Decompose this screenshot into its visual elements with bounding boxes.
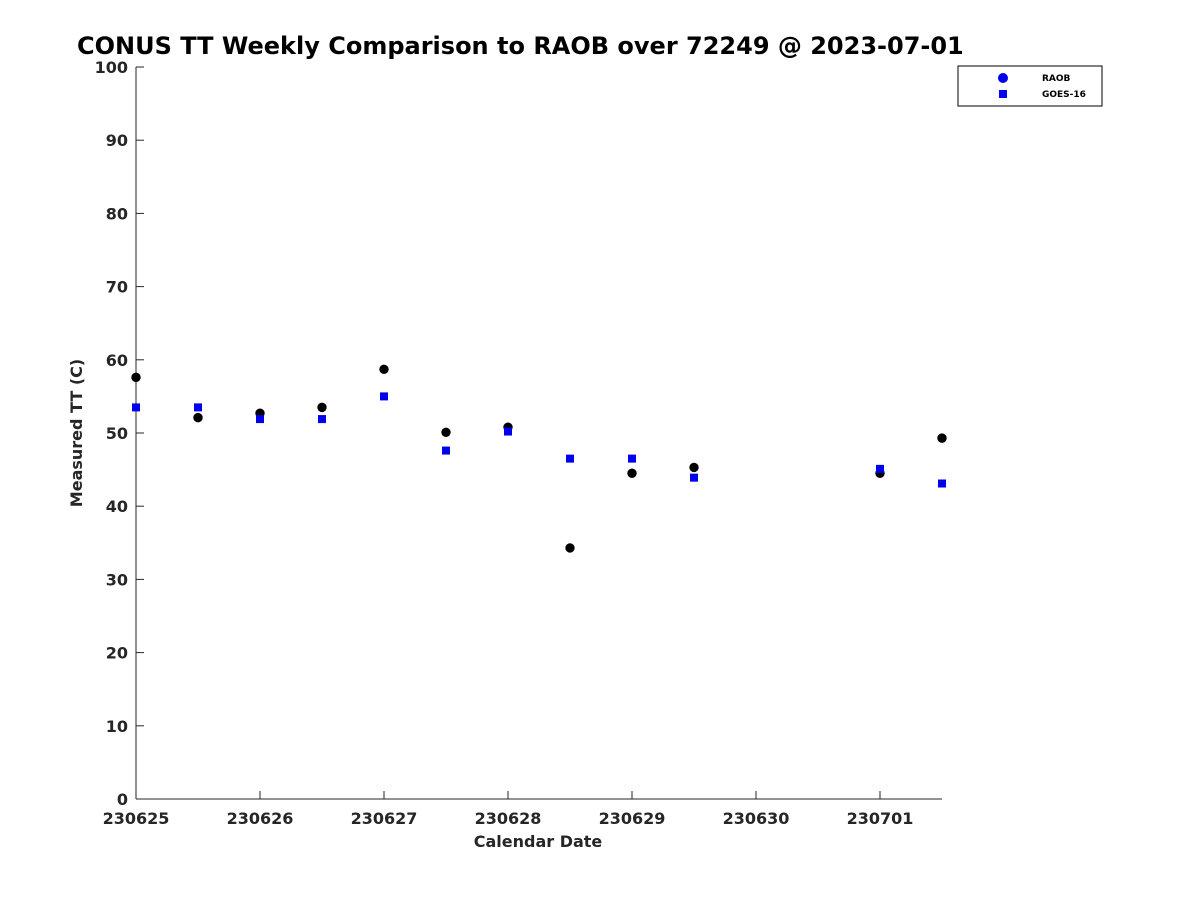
y-tick-label: 60 bbox=[106, 351, 128, 370]
point-goes16 bbox=[256, 415, 264, 424]
legend-label-goes16: GOES-16 bbox=[1042, 90, 1086, 100]
point-goes16 bbox=[566, 454, 574, 463]
point-raob bbox=[131, 372, 141, 383]
y-axis-label: Measured TT (C) bbox=[67, 359, 86, 507]
legend-label-raob: RAOB bbox=[1042, 74, 1071, 84]
x-tick-label: 230625 bbox=[103, 809, 170, 828]
point-goes16 bbox=[876, 464, 884, 473]
x-tick-label: 230630 bbox=[723, 809, 790, 828]
x-tick-label: 230628 bbox=[475, 809, 542, 828]
y-tick-label: 90 bbox=[106, 131, 128, 150]
x-tick-label: 230626 bbox=[227, 809, 294, 828]
point-raob bbox=[193, 412, 203, 423]
point-goes16 bbox=[442, 446, 450, 455]
point-raob bbox=[441, 427, 451, 437]
x-tick-label: 230701 bbox=[847, 809, 914, 828]
point-goes16 bbox=[318, 415, 326, 424]
y-tick-label: 0 bbox=[117, 790, 128, 809]
point-raob bbox=[689, 462, 699, 473]
y-tick-label: 10 bbox=[106, 717, 128, 736]
point-goes16 bbox=[504, 427, 512, 436]
legend-marker-goes16 bbox=[999, 90, 1007, 98]
y-tick-label: 70 bbox=[106, 278, 128, 297]
x-axis-label: Calendar Date bbox=[474, 832, 603, 851]
legend: RAOB GOES-16 bbox=[957, 65, 1103, 107]
y-tick-label: 50 bbox=[106, 424, 128, 443]
point-goes16 bbox=[690, 473, 698, 482]
y-tick-label: 40 bbox=[106, 497, 128, 516]
x-axis-ticks: 230625 230626 230627 230628 230629 230630 2307… bbox=[103, 791, 914, 828]
point-goes16 bbox=[628, 454, 636, 463]
data-series bbox=[131, 364, 947, 553]
legend-marker-raob bbox=[998, 73, 1008, 83]
point-goes16 bbox=[132, 403, 140, 412]
legend-box bbox=[957, 65, 1103, 107]
y-tick-label: 80 bbox=[106, 204, 128, 223]
point-goes16 bbox=[938, 479, 946, 488]
point-raob bbox=[627, 468, 637, 478]
y-axis-ticks: 0 10 20 30 40 50 60 70 80 90 100 bbox=[95, 58, 144, 809]
x-tick-label: 230627 bbox=[351, 809, 418, 828]
point-goes16 bbox=[194, 403, 202, 412]
point-raob bbox=[317, 402, 327, 413]
plot-axes bbox=[135, 67, 942, 800]
point-goes16 bbox=[380, 392, 388, 401]
y-tick-label: 30 bbox=[106, 570, 128, 589]
x-tick-label: 230629 bbox=[599, 809, 666, 828]
chart-title: CONUS TT Weekly Comparison to RAOB over … bbox=[77, 32, 964, 60]
y-tick-label: 100 bbox=[95, 58, 128, 77]
point-raob bbox=[937, 433, 947, 443]
point-raob bbox=[379, 364, 389, 375]
y-tick-label: 20 bbox=[106, 644, 128, 663]
point-raob bbox=[565, 543, 575, 553]
